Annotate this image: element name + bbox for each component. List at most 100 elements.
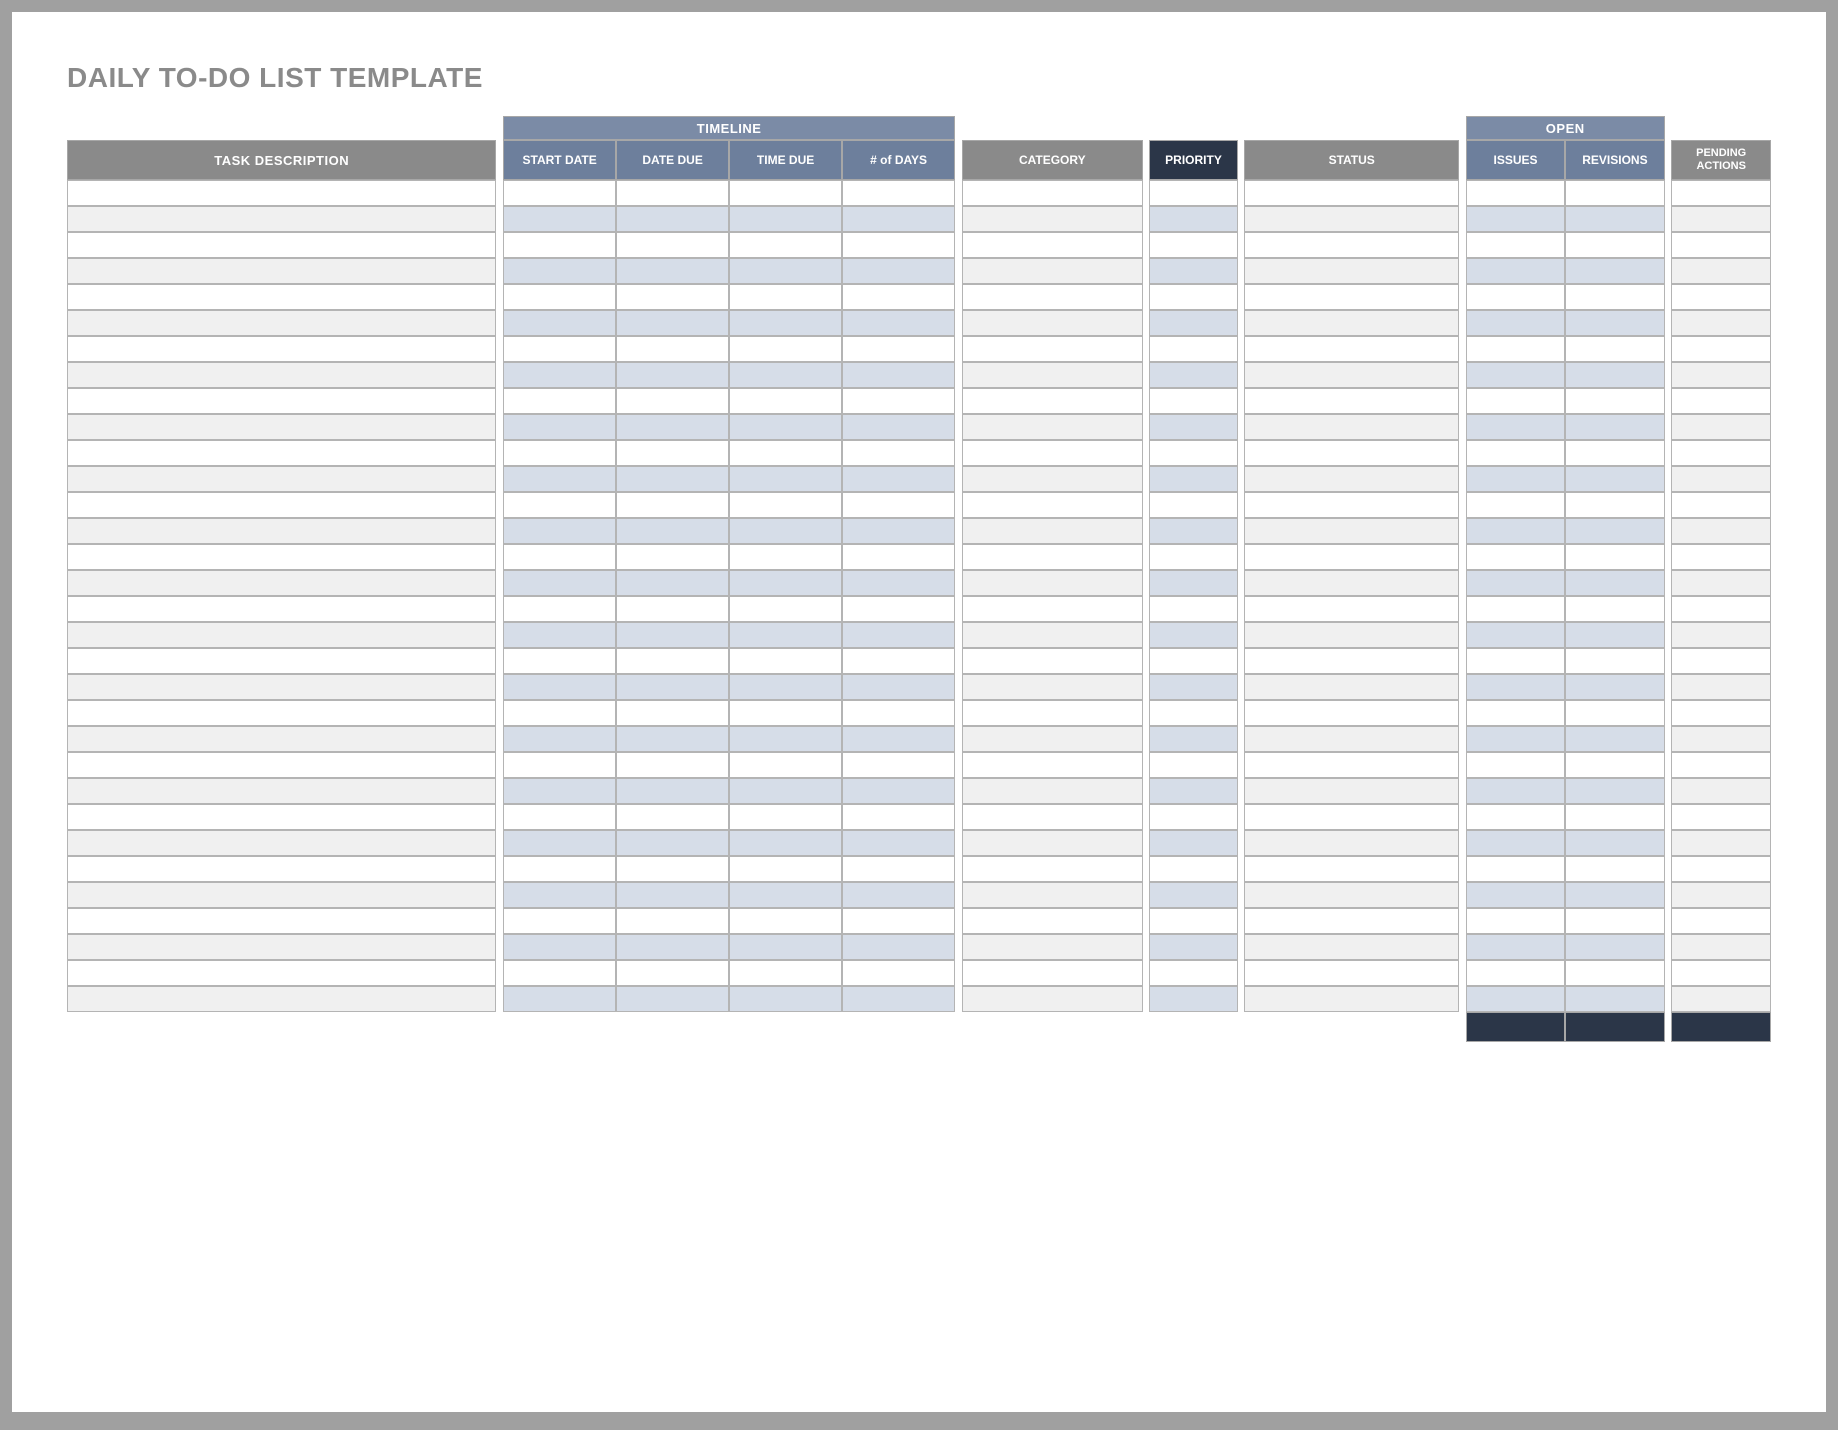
cell-revisions[interactable] <box>1565 414 1664 440</box>
cell-pending-actions[interactable] <box>1671 232 1771 258</box>
cell-pending-actions[interactable] <box>1671 778 1771 804</box>
cell-time-due[interactable] <box>729 206 842 232</box>
cell-category[interactable] <box>962 674 1143 700</box>
cell-revisions[interactable] <box>1565 986 1664 1012</box>
cell-num-days[interactable] <box>842 414 955 440</box>
cell-priority[interactable] <box>1149 778 1237 804</box>
cell-issues[interactable] <box>1466 180 1565 206</box>
cell-date-due[interactable] <box>616 934 729 960</box>
cell-revisions[interactable] <box>1565 440 1664 466</box>
cell-task-description[interactable] <box>67 544 496 570</box>
cell-priority[interactable] <box>1149 622 1237 648</box>
cell-date-due[interactable] <box>616 258 729 284</box>
cell-task-description[interactable] <box>67 804 496 830</box>
cell-status[interactable] <box>1244 830 1459 856</box>
cell-date-due[interactable] <box>616 284 729 310</box>
cell-task-description[interactable] <box>67 518 496 544</box>
cell-pending-actions[interactable] <box>1671 856 1771 882</box>
cell-category[interactable] <box>962 336 1143 362</box>
cell-pending-actions[interactable] <box>1671 440 1771 466</box>
cell-status[interactable] <box>1244 596 1459 622</box>
cell-num-days[interactable] <box>842 830 955 856</box>
cell-category[interactable] <box>962 856 1143 882</box>
cell-date-due[interactable] <box>616 648 729 674</box>
cell-start-date[interactable] <box>503 206 616 232</box>
cell-issues[interactable] <box>1466 596 1565 622</box>
cell-pending-actions[interactable] <box>1671 648 1771 674</box>
cell-start-date[interactable] <box>503 336 616 362</box>
cell-issues[interactable] <box>1466 414 1565 440</box>
cell-category[interactable] <box>962 310 1143 336</box>
cell-issues[interactable] <box>1466 674 1565 700</box>
cell-task-description[interactable] <box>67 206 496 232</box>
cell-task-description[interactable] <box>67 258 496 284</box>
cell-num-days[interactable] <box>842 674 955 700</box>
cell-num-days[interactable] <box>842 362 955 388</box>
cell-date-due[interactable] <box>616 986 729 1012</box>
cell-date-due[interactable] <box>616 700 729 726</box>
cell-start-date[interactable] <box>503 180 616 206</box>
cell-issues[interactable] <box>1466 388 1565 414</box>
cell-category[interactable] <box>962 258 1143 284</box>
cell-priority[interactable] <box>1149 934 1237 960</box>
cell-issues[interactable] <box>1466 362 1565 388</box>
cell-category[interactable] <box>962 804 1143 830</box>
cell-priority[interactable] <box>1149 414 1237 440</box>
cell-issues[interactable] <box>1466 804 1565 830</box>
cell-category[interactable] <box>962 232 1143 258</box>
cell-status[interactable] <box>1244 726 1459 752</box>
cell-pending-actions[interactable] <box>1671 180 1771 206</box>
cell-status[interactable] <box>1244 570 1459 596</box>
cell-time-due[interactable] <box>729 492 842 518</box>
cell-category[interactable] <box>962 778 1143 804</box>
cell-priority[interactable] <box>1149 960 1237 986</box>
cell-task-description[interactable] <box>67 284 496 310</box>
cell-num-days[interactable] <box>842 778 955 804</box>
cell-pending-actions[interactable] <box>1671 414 1771 440</box>
cell-num-days[interactable] <box>842 440 955 466</box>
cell-priority[interactable] <box>1149 908 1237 934</box>
cell-task-description[interactable] <box>67 622 496 648</box>
cell-priority[interactable] <box>1149 310 1237 336</box>
cell-num-days[interactable] <box>842 752 955 778</box>
cell-date-due[interactable] <box>616 310 729 336</box>
cell-pending-actions[interactable] <box>1671 752 1771 778</box>
cell-priority[interactable] <box>1149 440 1237 466</box>
cell-date-due[interactable] <box>616 778 729 804</box>
cell-priority[interactable] <box>1149 648 1237 674</box>
cell-num-days[interactable] <box>842 206 955 232</box>
cell-pending-actions[interactable] <box>1671 986 1771 1012</box>
cell-status[interactable] <box>1244 362 1459 388</box>
cell-task-description[interactable] <box>67 440 496 466</box>
cell-date-due[interactable] <box>616 908 729 934</box>
cell-task-description[interactable] <box>67 934 496 960</box>
cell-date-due[interactable] <box>616 804 729 830</box>
cell-status[interactable] <box>1244 674 1459 700</box>
cell-date-due[interactable] <box>616 622 729 648</box>
cell-date-due[interactable] <box>616 830 729 856</box>
cell-time-due[interactable] <box>729 440 842 466</box>
cell-start-date[interactable] <box>503 908 616 934</box>
cell-pending-actions[interactable] <box>1671 206 1771 232</box>
cell-issues[interactable] <box>1466 232 1565 258</box>
cell-time-due[interactable] <box>729 284 842 310</box>
cell-time-due[interactable] <box>729 336 842 362</box>
cell-revisions[interactable] <box>1565 206 1664 232</box>
cell-start-date[interactable] <box>503 986 616 1012</box>
cell-revisions[interactable] <box>1565 752 1664 778</box>
cell-pending-actions[interactable] <box>1671 700 1771 726</box>
cell-start-date[interactable] <box>503 804 616 830</box>
cell-task-description[interactable] <box>67 362 496 388</box>
cell-num-days[interactable] <box>842 934 955 960</box>
cell-category[interactable] <box>962 648 1143 674</box>
cell-status[interactable] <box>1244 908 1459 934</box>
cell-issues[interactable] <box>1466 570 1565 596</box>
cell-revisions[interactable] <box>1565 908 1664 934</box>
cell-date-due[interactable] <box>616 232 729 258</box>
cell-date-due[interactable] <box>616 492 729 518</box>
cell-time-due[interactable] <box>729 388 842 414</box>
cell-revisions[interactable] <box>1565 596 1664 622</box>
cell-status[interactable] <box>1244 466 1459 492</box>
cell-pending-actions[interactable] <box>1671 726 1771 752</box>
cell-num-days[interactable] <box>842 856 955 882</box>
